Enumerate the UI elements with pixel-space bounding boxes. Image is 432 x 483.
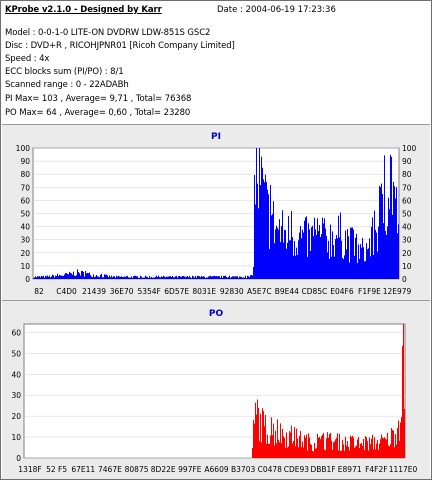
x-tick-label: 92830 xyxy=(220,287,244,296)
y-tick-label-right: 60 xyxy=(402,196,412,205)
x-tick-label: 1117E0 xyxy=(389,465,418,474)
x-tick-label: 8D22E xyxy=(151,465,176,474)
y-tick-label-right: 20 xyxy=(402,249,412,258)
y-tick-label: 90 xyxy=(20,157,30,166)
x-tick-label: CDE93 xyxy=(284,465,310,474)
x-tick-label: B9E44 xyxy=(275,287,299,296)
y-tick-label-right: 100 xyxy=(402,144,417,153)
info-ecc-blocks: ECC blocks sum (PI/PO) : 8/1 xyxy=(5,67,124,77)
y-tick-label: 0 xyxy=(25,275,30,284)
y-tick-label: 0 xyxy=(16,454,21,463)
y-tick-label-right: 90 xyxy=(402,157,412,166)
scan-date: Date : 2004-06-19 17:23:36 xyxy=(217,5,336,15)
x-tick-label: B3703 xyxy=(231,465,255,474)
y-tick-label: 100 xyxy=(16,144,31,153)
y-tick-label: 60 xyxy=(20,196,30,205)
info-speed: Speed : 4x xyxy=(5,54,50,64)
x-tick-label: 12E979 xyxy=(383,287,412,296)
y-tick-label: 40 xyxy=(20,223,30,232)
x-tick-label: DBB1F xyxy=(310,465,335,474)
app-title: KProbe v2.1.0 - Designed by Karr xyxy=(5,5,162,15)
y-tick-label-right: 40 xyxy=(402,223,412,232)
x-tick-label: 52 F5 xyxy=(46,465,67,474)
x-tick-label: C4D0 xyxy=(56,287,77,296)
info-pi-stats: PI Max= 103 , Average= 9,71 , Total= 763… xyxy=(5,94,192,104)
x-tick-label: 7467E xyxy=(98,465,122,474)
x-tick-label: 6D57E xyxy=(164,287,189,296)
y-tick-label-right: 70 xyxy=(402,183,412,192)
y-tick-label-right: 0 xyxy=(402,275,407,284)
info-disc: Disc : DVD+R , RICOHJPNR01 [Ricoh Compan… xyxy=(5,41,235,51)
po-chart: PO 0 10 20 30 40 50 60 1318F 52 F5 67E11 7467E 80875… xyxy=(11,309,418,474)
x-tick-label: 8031E xyxy=(192,287,216,296)
y-tick-label: 20 xyxy=(11,412,21,421)
x-tick-label: F1F9E xyxy=(358,287,381,296)
x-tick-label: CD85C xyxy=(301,287,327,296)
x-tick-label: 21439 xyxy=(82,287,106,296)
y-tick-label: 50 xyxy=(11,349,21,358)
x-tick-label: 5354F xyxy=(137,287,160,296)
scan-info-panel: KProbe v2.1.0 - Designed by Karr Date : … xyxy=(2,2,430,125)
y-tick-label: 10 xyxy=(11,433,21,442)
x-tick-label: 997FE xyxy=(178,465,202,474)
y-tick-label-right: 80 xyxy=(402,170,412,179)
x-tick-label: E04F6 xyxy=(330,287,354,296)
y-tick-label: 30 xyxy=(20,236,30,245)
x-tick-label: A5E7C xyxy=(247,287,272,296)
x-tick-label: A6609 xyxy=(204,465,228,474)
x-tick-label: F4F2F xyxy=(365,465,388,474)
info-po-stats: PO Max= 64 , Average= 0,60 , Total= 2328… xyxy=(5,108,191,118)
po-chart-panel: PO 0 10 20 30 40 50 60 1318F 52 F5 67E11 7467E 80875… xyxy=(2,301,430,479)
x-tick-label: 67E11 xyxy=(71,465,95,474)
y-tick-label: 50 xyxy=(20,210,30,219)
y-tick-label-right: 30 xyxy=(402,236,412,245)
pi-chart-panel: PI 0 0 10 10 20 20 30 30 40 40 50 50 60 60 70 70 80 80 90 90… xyxy=(2,125,430,301)
y-tick-label: 70 xyxy=(20,183,30,192)
y-tick-label-right: 50 xyxy=(402,210,412,219)
y-tick-label: 10 xyxy=(20,262,30,271)
plot-area xyxy=(23,323,406,459)
info-scanned-range: Scanned range : 0 - 22ADABh xyxy=(5,80,129,90)
info-model: Model : 0-0-1-0 LITE-ON DVDRW LDW-851S G… xyxy=(5,28,211,38)
x-tick-label: C0478 xyxy=(258,465,283,474)
chart-title: PI xyxy=(211,132,221,142)
y-tick-label: 30 xyxy=(11,391,21,400)
y-tick-label: 60 xyxy=(11,328,21,337)
y-tick-label: 80 xyxy=(20,170,30,179)
x-tick-label: 80875 xyxy=(125,465,149,474)
x-tick-label: 1318F xyxy=(18,465,41,474)
y-tick-label: 20 xyxy=(20,249,30,258)
pi-chart: PI 0 0 10 10 20 20 30 30 40 40 50 50 60 60 70 70 80 80 90 90… xyxy=(16,132,417,296)
y-tick-label: 40 xyxy=(11,370,21,379)
x-tick-label: 82 xyxy=(34,287,44,296)
chart-title: PO xyxy=(209,309,224,319)
y-tick-label-right: 10 xyxy=(402,262,412,271)
x-tick-label: 36E70 xyxy=(110,287,134,296)
x-tick-label: E8971 xyxy=(338,465,362,474)
